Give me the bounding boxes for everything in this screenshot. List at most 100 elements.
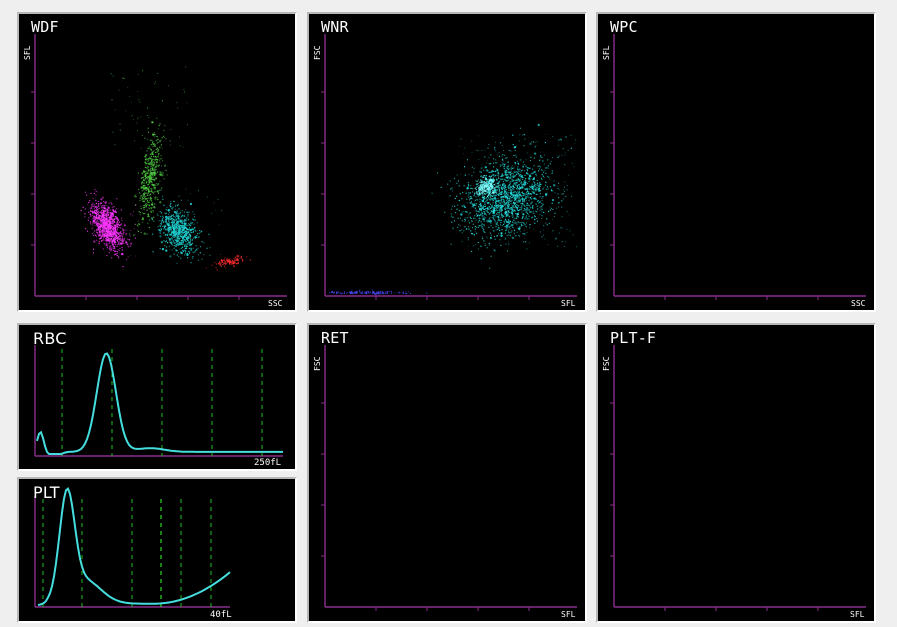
wdf-lymphocyte-cluster-dot (142, 218, 144, 220)
wdf-neutrophil-cluster-dot (101, 216, 103, 218)
wnr-cyan-cluster-dot (515, 201, 517, 203)
wnr-cyan-cluster-dot (512, 204, 514, 207)
wnr-cyan-cluster-dot (501, 216, 503, 218)
wdf-neutrophil-cluster-dot (114, 240, 116, 243)
wdf-neutrophil-cluster-dot (105, 229, 108, 231)
wnr-cyan-cluster-dot (513, 179, 515, 182)
wdf-green-sparse-cells-dot (157, 128, 159, 130)
wnr-cyan-cluster-dot (557, 193, 559, 195)
wnr-cyan-cluster-dot (471, 203, 473, 205)
wnr-cyan-cluster-dot (506, 156, 508, 159)
wdf-green-sparse-cells-dot (183, 88, 185, 91)
wdf-neutrophil-cluster-dot (99, 217, 101, 220)
wdf-lymphocyte-cluster-dot (151, 141, 154, 144)
wnr-cyan-cluster-dot (518, 201, 520, 203)
wnr-cyan-cluster-dot (523, 200, 525, 202)
wdf-monocyte-cluster-dot (184, 219, 186, 222)
wnr-cyan-cluster-dot (489, 194, 492, 196)
wdf-lymphocyte-cluster-dot (153, 175, 155, 177)
wnr-cyan-sparse-cells-dot (561, 227, 563, 229)
wdf-monocyte-cluster-dot (169, 238, 172, 240)
wnr-cyan-cluster-dot (534, 188, 536, 191)
wnr-blue-baseline-cluster-dot (362, 293, 364, 295)
wdf-monocyte-cluster-dot (171, 227, 174, 229)
wdf-neutrophil-cluster-dot (111, 222, 114, 225)
wdf-lymphocyte-cluster-dot (155, 163, 158, 166)
wdf-cyan-sparse-cells-dot (182, 239, 184, 241)
wnr-cyan-cluster-dot (506, 201, 508, 204)
wnr-blue-baseline-cluster-dot (403, 292, 405, 295)
wnr-cyan-cluster-dot (512, 176, 514, 178)
wnr-cyan-cluster-dot (531, 201, 533, 203)
wdf-neutrophil-cluster-dot (113, 225, 116, 227)
wdf-monocyte-cluster-dot (167, 224, 170, 227)
wnr-cyan-cluster-dot (491, 216, 493, 219)
wdf-monocyte-cluster-dot (178, 237, 180, 240)
wdf-lymphocyte-cluster-dot (153, 191, 155, 193)
wnr-cyan-cluster-dot (475, 204, 477, 206)
wnr-cyan-cluster-dot (510, 231, 512, 233)
wdf-monocyte-cluster-dot (185, 247, 188, 249)
wdf-lymphocyte-cluster-dot (156, 149, 160, 152)
wnr-cyan-sparse-cells-dot (546, 222, 548, 224)
wnr-cyan-cluster-dot (485, 200, 487, 203)
wdf-eosinophil-cluster-dot (236, 257, 238, 259)
wnr-cyan-cluster-dot (459, 193, 461, 195)
wdf-monocyte-cluster-dot (188, 247, 191, 250)
wnr-cyan-cluster-dot (511, 165, 513, 167)
wnr-cyan-cluster-dot (511, 209, 514, 212)
wnr-cyan-sparse-cells-dot (529, 202, 532, 204)
wnr-cyan-sparse-cells-dot (540, 217, 543, 219)
wdf-monocyte-cluster-dot (192, 228, 194, 230)
wdf-neutrophil-cluster-dot (119, 224, 122, 226)
wnr-cyan-cluster-dot (531, 183, 533, 185)
wnr-bright-core (474, 174, 501, 198)
wdf-neutrophil-cluster-dot (96, 239, 98, 241)
wnr-cyan-sparse-cells-dot (546, 167, 548, 169)
wdf-neutrophil-cluster (80, 188, 137, 268)
wnr-cyan-cluster-dot (536, 205, 539, 207)
wnr-cyan-cluster-dot (504, 238, 507, 240)
wnr-blue-baseline-cluster-dot (386, 291, 388, 294)
wdf-monocyte-cluster-dot (185, 233, 188, 236)
wdf-monocyte-cluster-dot (175, 239, 177, 241)
ret-scattergram-panel: RET FSC SFL (307, 323, 587, 623)
wnr-cyan-sparse-cells-dot (488, 182, 490, 184)
wdf-monocyte-cluster-dot (167, 231, 170, 233)
wnr-cyan-cluster-dot (530, 197, 532, 199)
wnr-cyan-cluster-dot (499, 164, 501, 166)
wdf-lymphocyte-cluster-dot (142, 176, 144, 179)
wnr-cyan-cluster-dot (534, 187, 536, 190)
wnr-cyan-cluster-dot (461, 220, 463, 222)
wnr-cyan-cluster-dot (532, 185, 534, 187)
wdf-monocyte-cluster-dot (181, 222, 183, 224)
wdf-monocyte-cluster-dot (173, 211, 175, 213)
wdf-neutrophil-cluster-dot (108, 251, 110, 254)
wnr-cyan-cluster-dot (523, 222, 525, 224)
wdf-neutrophil-cluster-dot (116, 239, 119, 241)
wdf-lymphocyte-cluster-dot (129, 233, 131, 235)
wnr-cyan-cluster-dot (523, 145, 525, 147)
wnr-cyan-cluster-dot (481, 179, 483, 181)
wdf-magenta-sparse-cells-dot (125, 229, 127, 231)
wdf-lymphocyte-cluster-dot (153, 206, 156, 209)
wdf-neutrophil-cluster-dot (109, 232, 112, 235)
wnr-cyan-cluster-dot (516, 168, 519, 170)
wdf-neutrophil-cluster-dot (111, 224, 113, 227)
wnr-cyan-cluster-dot (501, 187, 503, 189)
wdf-magenta-sparse-cells-dot (111, 218, 114, 220)
wdf-green-sparse-cells-dot (154, 81, 157, 83)
wpc-x-axis-label: SSC (851, 299, 866, 308)
wdf-monocyte-cluster-dot (177, 238, 179, 240)
wdf-neutrophil-cluster-dot (116, 217, 118, 220)
wnr-cyan-cluster-dot (508, 168, 510, 170)
wdf-neutrophil-cluster-dot (102, 236, 104, 238)
wnr-cyan-cluster-dot (479, 183, 482, 185)
wdf-lymphocyte-cluster-dot (154, 198, 156, 200)
wnr-blue-baseline-cluster-dot (333, 291, 335, 293)
wdf-eosinophil-cluster-dot (220, 262, 222, 264)
wdf-eosinophil-cluster-dot (233, 261, 236, 264)
wnr-cyan-sparse-cells-dot (480, 199, 482, 201)
wdf-lymphocyte-cluster-dot (152, 211, 154, 213)
wdf-neutrophil-cluster-dot (104, 208, 106, 210)
